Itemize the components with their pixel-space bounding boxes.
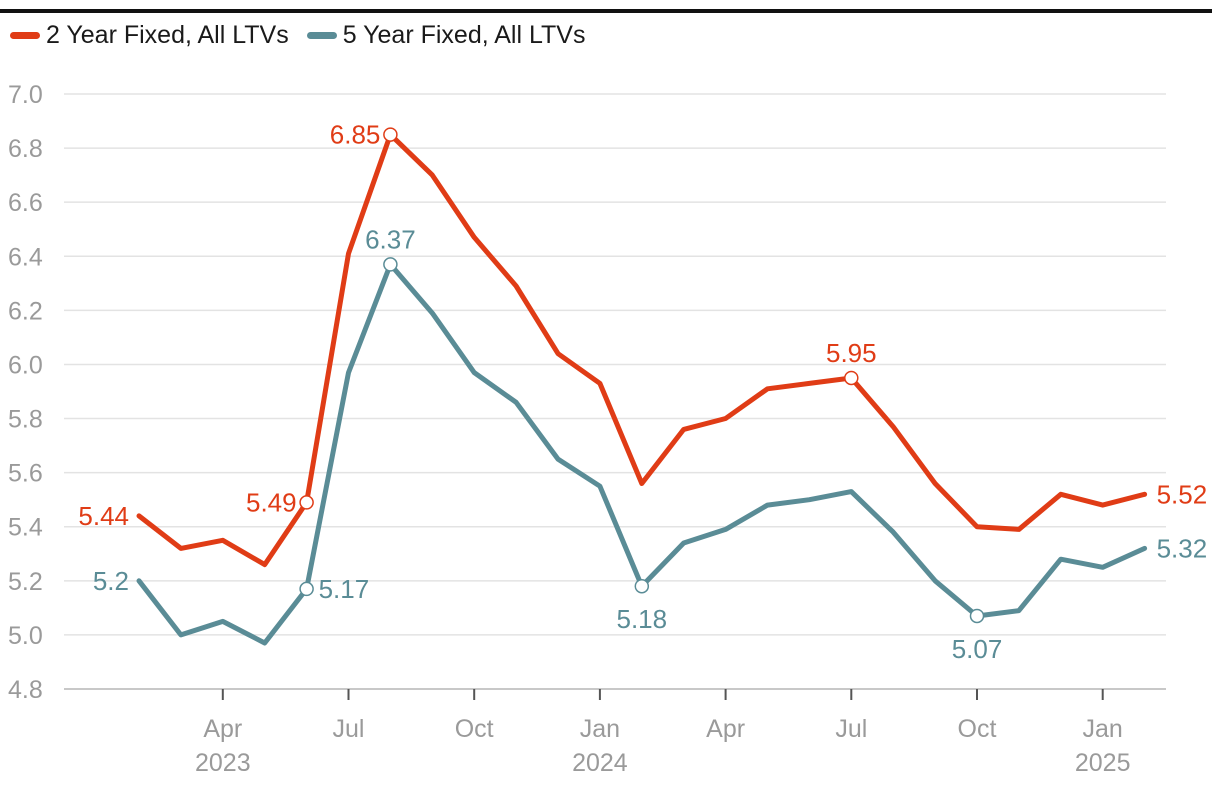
x-tick-year-label: 2023 <box>195 749 251 777</box>
y-tick-label: 4.8 <box>8 676 43 704</box>
data-label: 5.44 <box>78 501 129 531</box>
legend: 2 Year Fixed, All LTVs 5 Year Fixed, All… <box>10 18 603 52</box>
y-tick-label: 5.2 <box>8 568 43 596</box>
legend-label-2-year: 2 Year Fixed, All LTVs <box>46 20 289 49</box>
data-label: 6.37 <box>365 224 416 254</box>
x-tick-label: Apr <box>706 715 745 743</box>
data-label: 6.85 <box>330 120 381 150</box>
data-label: 5.32 <box>1157 533 1208 563</box>
y-axis: 4.8 5.0 5.2 5.4 5.6 5.8 6.0 6.2 6.4 6.6 6.8 7.0 <box>8 81 43 704</box>
data-point-marker <box>383 257 398 272</box>
x-tick-label: Oct <box>958 715 997 743</box>
data-point-marker <box>383 127 398 142</box>
y-tick-label: 6.2 <box>8 297 43 325</box>
x-tick-year-label: 2025 <box>1075 749 1131 777</box>
data-label: 5.49 <box>246 487 297 517</box>
legend-swatch-2-year <box>10 31 40 39</box>
legend-label-5-year: 5 Year Fixed, All LTVs <box>342 20 586 49</box>
data-point-marker <box>969 608 985 624</box>
x-tick-label: Apr <box>203 715 242 743</box>
x-tick-label: Jan <box>1083 715 1123 743</box>
x-tick-label: Jul <box>333 715 365 743</box>
y-tick-label: 5.0 <box>8 622 43 650</box>
data-point-marker <box>299 581 314 597</box>
y-tick-label: 6.4 <box>8 243 43 271</box>
y-tick-label: 5.6 <box>8 460 43 488</box>
top-rule <box>0 9 1212 13</box>
y-tick-label: 6.6 <box>8 189 43 217</box>
y-tick-label: 5.4 <box>8 514 43 542</box>
annotations: 5.44 5.49 6.85 5.95 5.52 5.2 5.17 6.37 5.18 5.07 5… <box>78 120 1207 664</box>
data-label: 5.07 <box>952 634 1003 664</box>
data-label: 5.52 <box>1157 479 1208 509</box>
data-label: 5.18 <box>616 604 667 634</box>
x-tick-label: Oct <box>455 715 494 743</box>
y-tick-label: 6.8 <box>8 135 43 163</box>
x-tick-label: Jul <box>835 715 867 743</box>
data-point-marker <box>634 578 650 594</box>
gridlines <box>64 93 1166 690</box>
x-tick-year-label: 2024 <box>572 749 628 777</box>
y-tick-label: 6.0 <box>8 351 43 379</box>
x-axis: Apr 2023 Jul Oct Jan 2024 Apr Jul Oct Jan 2025 <box>195 689 1131 777</box>
data-point-marker <box>844 370 859 386</box>
legend-item-5-year[interactable]: 5 Year Fixed, All LTVs <box>306 20 586 50</box>
data-label: 5.17 <box>319 574 370 604</box>
x-tick-label: Jan <box>580 715 620 743</box>
legend-item-2-year[interactable]: 2 Year Fixed, All LTVs <box>10 21 289 50</box>
series-lines <box>136 132 1148 646</box>
legend-swatch-5-year <box>306 31 337 39</box>
data-label: 5.2 <box>93 566 129 596</box>
data-point-marker <box>299 495 314 510</box>
data-label: 5.95 <box>826 338 877 368</box>
y-tick-label: 5.8 <box>8 406 43 434</box>
y-tick-label: 7.0 <box>8 81 43 109</box>
